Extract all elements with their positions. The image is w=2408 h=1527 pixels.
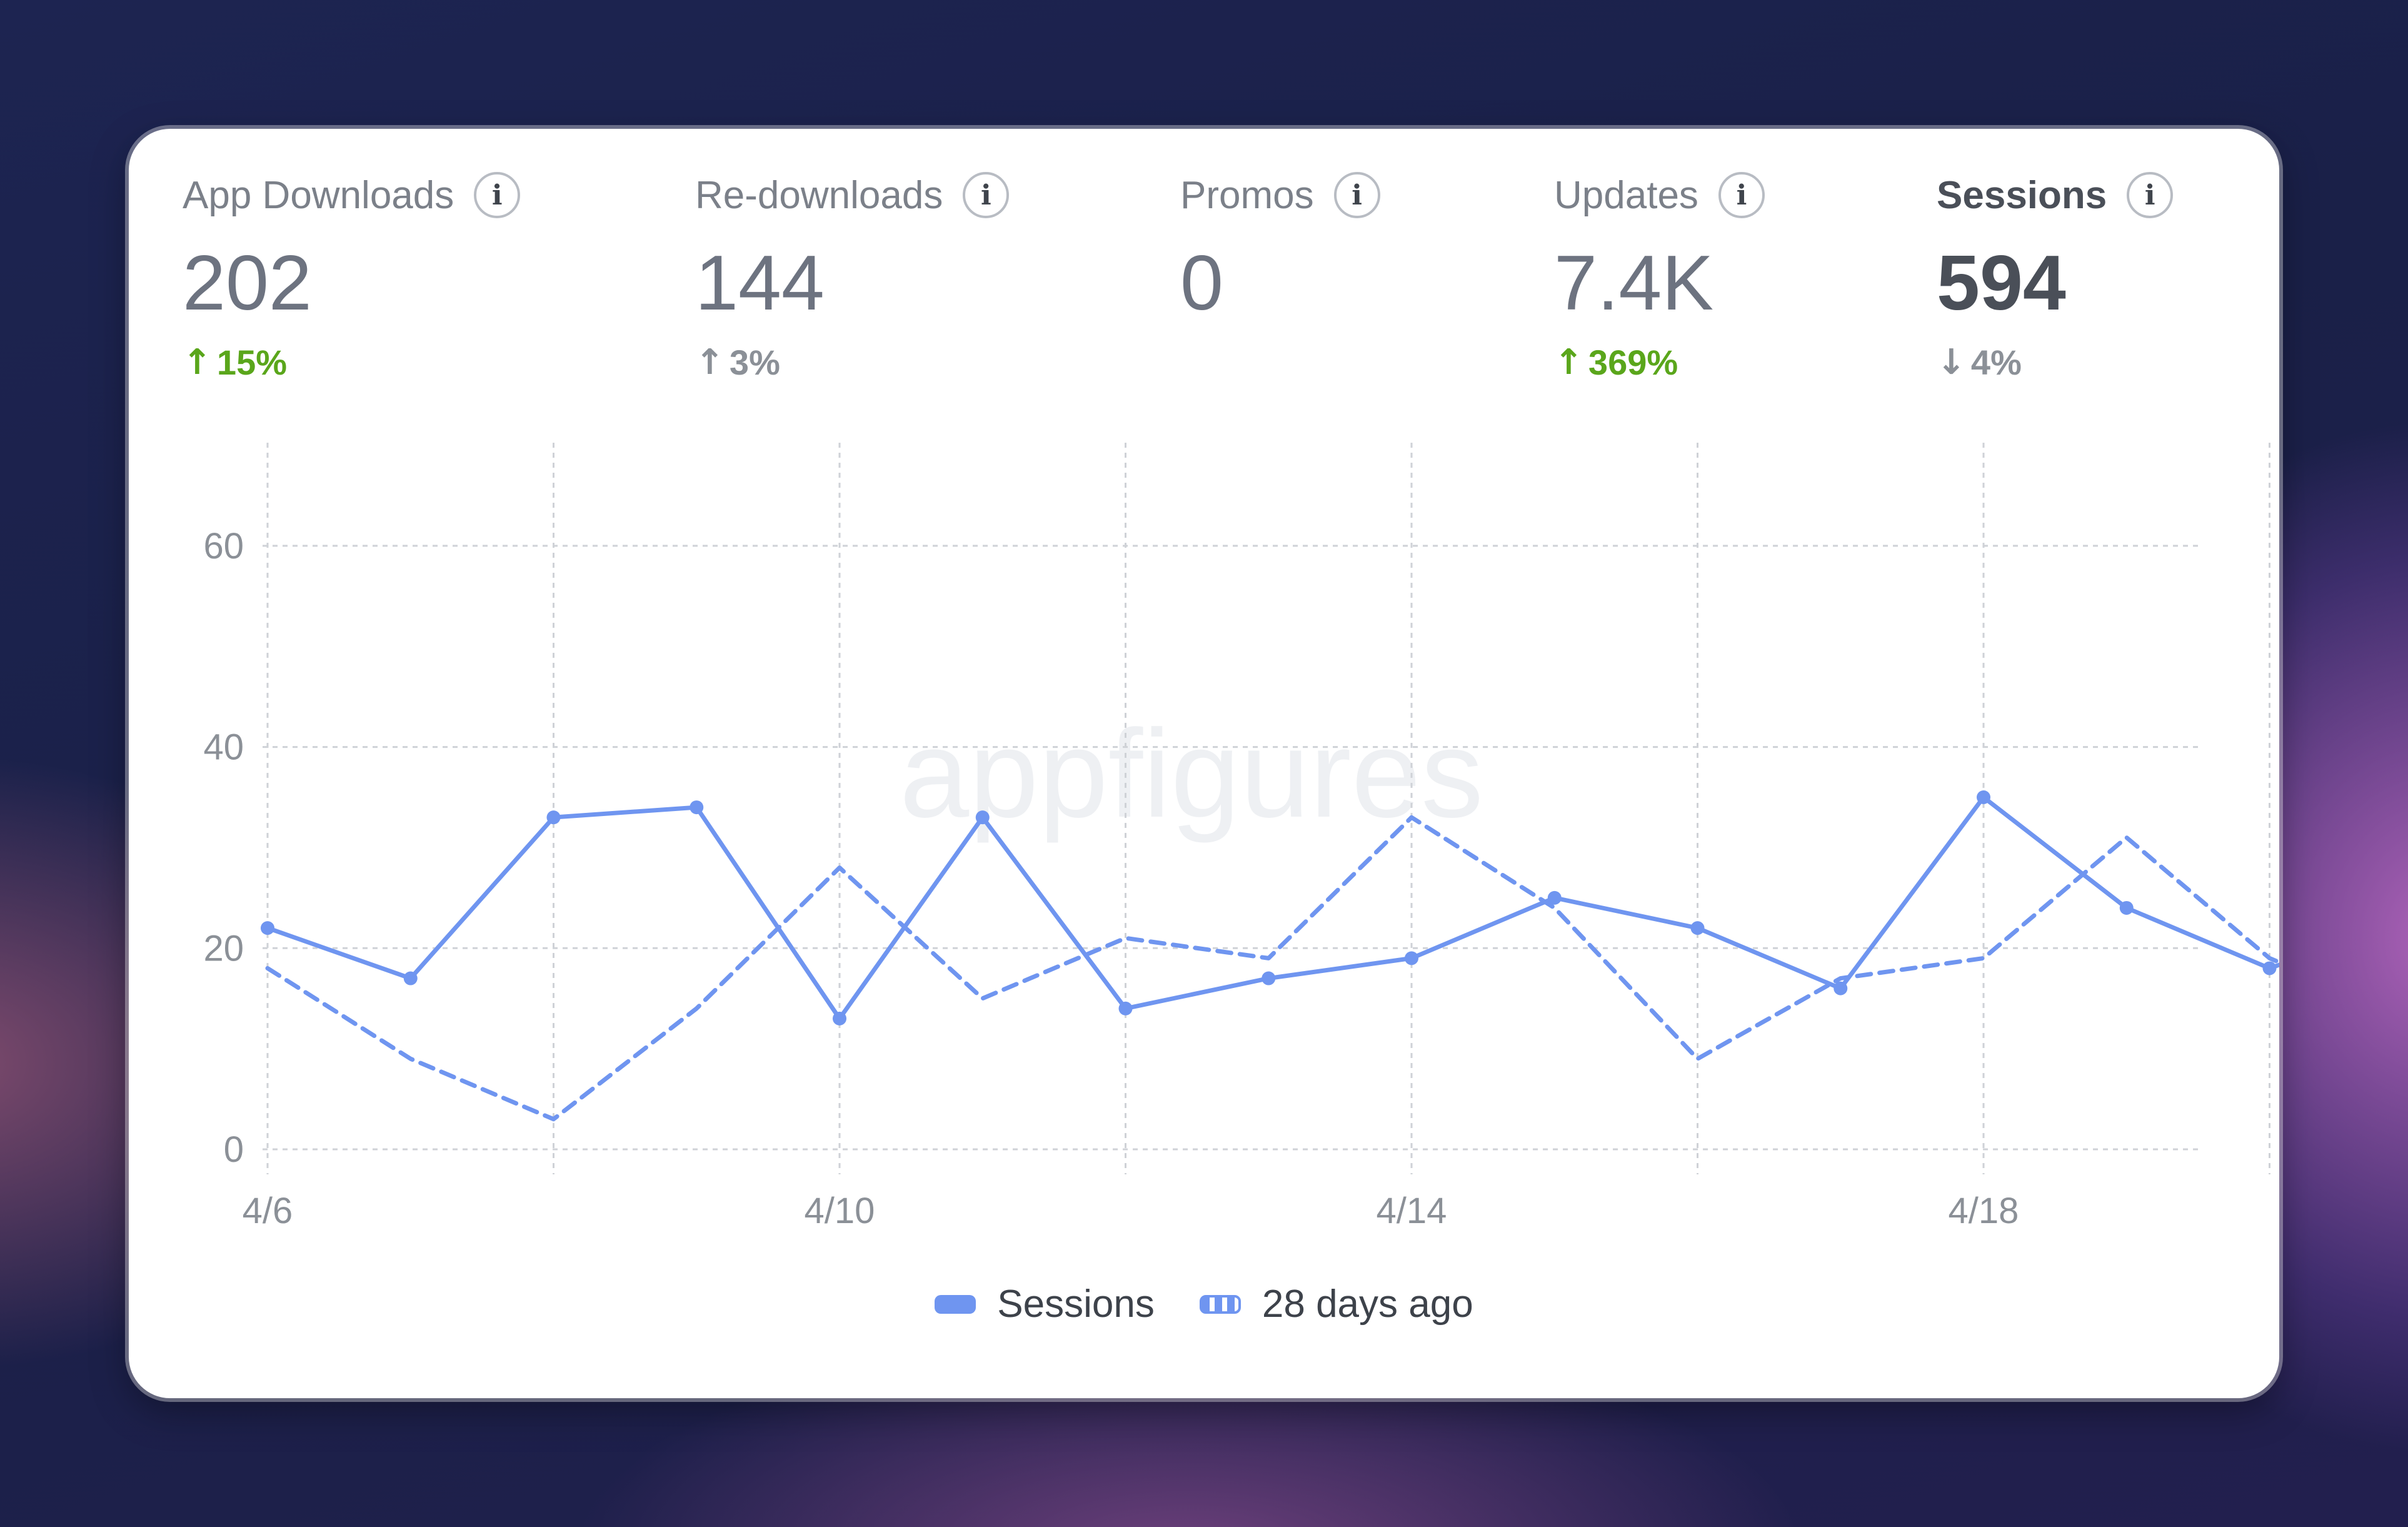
y-tick-label: 40 <box>203 727 244 768</box>
legend-label: Sessions <box>997 1283 1155 1326</box>
stat-app-downloads[interactable]: App Downloads i 202 ↑ 15% <box>183 164 521 384</box>
stat-promos[interactable]: Promos i 0 <box>1180 164 1380 384</box>
legend-swatch-solid <box>935 1294 976 1314</box>
sessions-data-point <box>261 921 274 935</box>
sessions-data-point <box>1977 790 1990 804</box>
y-tick-label: 60 <box>203 526 244 567</box>
chart-legend: Sessions 28 days ago <box>129 1282 2279 1326</box>
change-value: 4% <box>1970 342 2022 382</box>
stat-label: App Downloads <box>183 173 454 217</box>
info-icon[interactable]: i <box>963 172 1010 218</box>
sessions-data-point <box>1118 1001 1133 1015</box>
y-tick-label: 0 <box>224 1129 244 1170</box>
arrow-down-icon: ↓ <box>1937 341 1966 383</box>
info-icon[interactable]: i <box>474 172 521 218</box>
sessions-line <box>265 795 2279 1021</box>
legend-item-28-days-ago[interactable]: 28 days ago <box>1199 1282 1473 1326</box>
stats-card: App Downloads i 202 ↑ 15% Re-downloads i … <box>129 129 2279 1398</box>
sessions-data-point <box>546 810 561 825</box>
change-value: 15% <box>216 342 288 382</box>
stat-label: Promos <box>1180 173 1314 217</box>
stat-updates[interactable]: Updates i 7.4K ↑ 369% <box>1554 164 1765 384</box>
sessions-data-point <box>2119 900 2134 915</box>
info-icon[interactable]: i <box>2127 172 2174 218</box>
sessions-data-point <box>690 800 704 815</box>
arrow-up-icon: ↑ <box>695 341 725 383</box>
stat-sessions[interactable]: Sessions i 594 ↓ 4% <box>1937 164 2174 384</box>
arrow-up-icon: ↑ <box>183 341 212 383</box>
stat-value: 0 <box>1180 240 1223 326</box>
previous-period-line <box>265 815 2279 1122</box>
info-icon[interactable]: i <box>1333 172 1380 218</box>
stat-value: 144 <box>695 240 825 326</box>
sessions-data-point <box>1405 951 1418 965</box>
stat-value: 7.4K <box>1554 240 1714 326</box>
legend-label: 28 days ago <box>1262 1283 1473 1326</box>
sessions-data-point <box>2262 961 2277 975</box>
stat-re-downloads[interactable]: Re-downloads i 144 ↑ 3% <box>695 164 1010 384</box>
x-tick-label: 4/6 <box>243 1191 293 1231</box>
stat-label: Updates <box>1554 173 1698 217</box>
sessions-data-point <box>975 810 990 825</box>
sessions-line-chart[interactable]: appfigures02040604/64/104/144/184/224/26… <box>129 129 2279 1398</box>
stat-change: ↓ 4% <box>1937 340 2173 384</box>
stat-value: 202 <box>183 240 312 326</box>
legend-item-sessions[interactable]: Sessions <box>935 1282 1155 1326</box>
x-tick-label: 4/10 <box>805 1191 875 1231</box>
x-tick-label: 4/18 <box>1949 1191 2019 1231</box>
change-value: 369% <box>1588 342 1678 382</box>
stat-label: Sessions <box>1937 173 2107 217</box>
x-tick-label: 4/14 <box>1377 1191 1447 1231</box>
sessions-data-point <box>1834 981 1848 995</box>
sessions-data-point <box>403 971 418 985</box>
watermark-text: appfigures <box>900 704 1483 844</box>
stat-label: Re-downloads <box>695 173 943 217</box>
stat-change: ↑ 3% <box>695 340 1009 384</box>
change-value: 3% <box>729 342 780 382</box>
stat-value: 594 <box>1937 240 2066 326</box>
sessions-data-point <box>1690 921 1705 935</box>
arrow-up-icon: ↑ <box>1554 341 1583 383</box>
stat-change: ↑ 369% <box>1554 340 1765 384</box>
legend-swatch-dashed <box>1199 1294 1241 1314</box>
info-icon[interactable]: i <box>1718 172 1765 218</box>
sessions-data-point <box>833 1011 846 1026</box>
sessions-data-point <box>1262 971 1276 985</box>
sessions-data-point <box>1547 890 1562 905</box>
stat-change: ↑ 15% <box>183 340 520 384</box>
y-tick-label: 20 <box>203 928 244 969</box>
